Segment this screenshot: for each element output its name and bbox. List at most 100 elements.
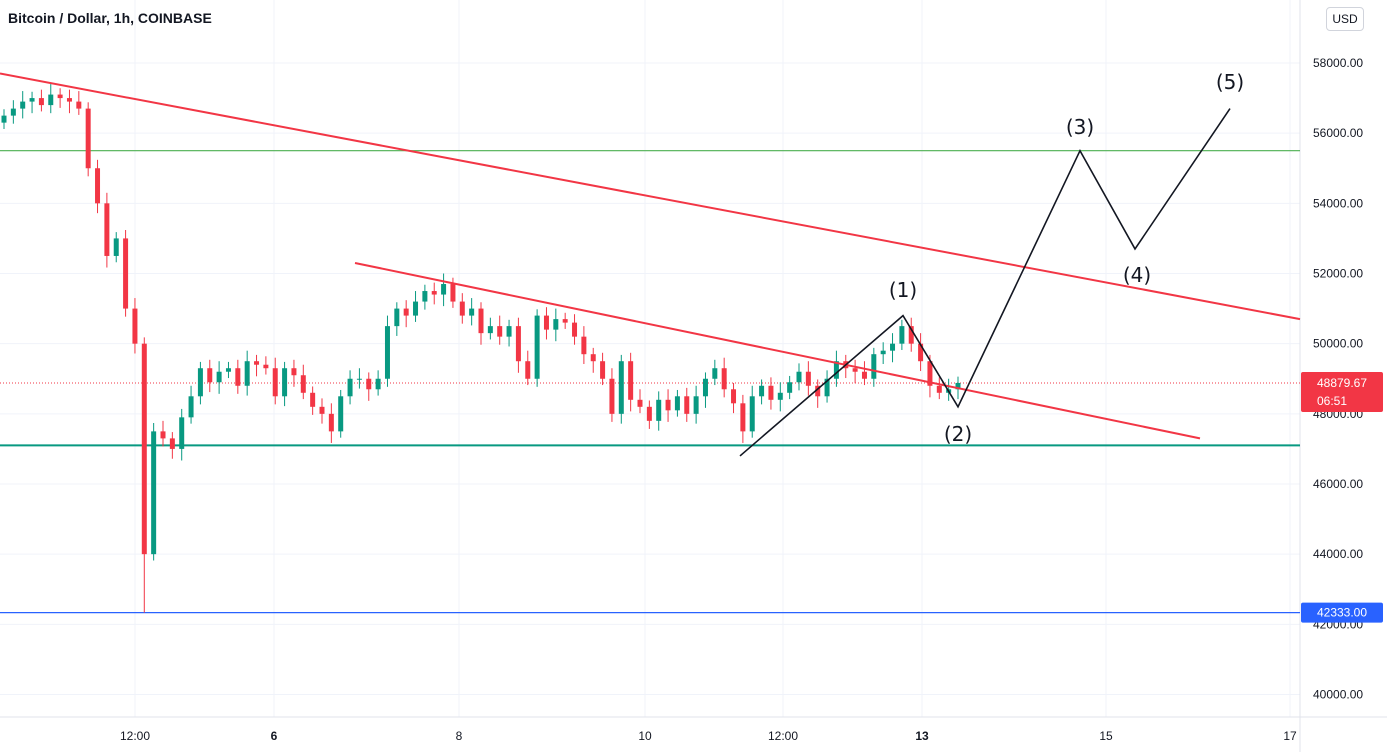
candle-52 (487, 317, 493, 340)
candle-31 (291, 359, 297, 387)
candle-81 (759, 379, 765, 405)
candle-body-20 (188, 396, 194, 418)
candle-12 (113, 232, 119, 263)
candle-body-4 (38, 98, 44, 106)
candle-79 (740, 394, 746, 443)
candle-body-84 (787, 382, 793, 393)
candle-10 (95, 159, 101, 214)
candle-body-16 (151, 431, 157, 555)
candle-body-28 (263, 364, 269, 369)
candle-73 (684, 387, 690, 422)
candle-98 (918, 333, 924, 372)
candle-body-64 (600, 361, 606, 379)
wave-label-3: (3) (1066, 115, 1094, 139)
candle-body-58 (543, 315, 549, 330)
candle-43 (403, 300, 409, 328)
candle-body-56 (525, 361, 531, 379)
candle-92 (861, 361, 867, 386)
low-price-badge-bg (1301, 602, 1383, 623)
currency-button[interactable]: USD (1326, 7, 1364, 31)
price-tick-1: 56000.00 (1313, 126, 1363, 140)
candle-body-78 (731, 389, 737, 404)
candle-body-2 (20, 101, 26, 109)
candle-53 (497, 315, 503, 345)
time-tick-2: 8 (456, 729, 463, 743)
candle-29 (272, 357, 278, 405)
candle-body-34 (319, 406, 325, 414)
candle-17 (160, 420, 166, 447)
candle-93 (871, 347, 877, 387)
candle-body-53 (497, 326, 503, 337)
candle-68 (637, 389, 643, 414)
candle-body-52 (487, 326, 493, 334)
candle-body-51 (478, 308, 484, 334)
candle-body-93 (871, 354, 877, 379)
candle-body-81 (759, 385, 765, 397)
candle-78 (731, 382, 737, 414)
candle-66 (618, 354, 624, 424)
candle-28 (263, 356, 269, 375)
time-tick-1: 6 (271, 729, 278, 743)
time-axis: 12:00 6 8 10 12:00 13 15 17 (120, 729, 1297, 743)
candle-3 (29, 91, 35, 114)
candle-body-100 (936, 385, 942, 393)
candle-body-96 (899, 326, 905, 344)
candle-0 (1, 109, 7, 129)
candle-42 (394, 302, 400, 336)
candle-59 (553, 308, 559, 342)
candle-body-80 (749, 396, 755, 432)
candle-body-99 (927, 361, 933, 386)
candle-38 (356, 368, 362, 389)
candles (1, 84, 961, 613)
candle-body-88 (824, 378, 830, 397)
candle-69 (646, 400, 652, 429)
candle-87 (815, 379, 821, 408)
candle-49 (459, 293, 465, 324)
candle-body-92 (861, 371, 867, 379)
candle-51 (478, 302, 484, 345)
candle-46 (431, 282, 437, 305)
candle-77 (721, 357, 727, 398)
candle-body-7 (66, 98, 72, 102)
candle-body-83 (777, 392, 783, 400)
candle-body-94 (880, 350, 886, 355)
time-tick-6: 15 (1099, 729, 1113, 743)
wave-path (739, 108, 1231, 457)
candle-30 (282, 361, 288, 407)
candle-55 (515, 317, 521, 373)
candle-body-12 (113, 238, 119, 256)
time-tick-3: 10 (638, 729, 652, 743)
wave-label-2: (2) (944, 422, 972, 446)
candle-2 (20, 91, 26, 119)
candle-9 (85, 102, 91, 177)
candle-body-50 (469, 308, 475, 316)
candle-34 (319, 398, 325, 424)
candle-24 (225, 361, 231, 379)
candle-47 (441, 273, 447, 307)
candle-62 (581, 326, 587, 365)
candle-37 (347, 370, 353, 405)
candle-body-85 (796, 371, 802, 383)
candle-body-32 (300, 375, 306, 393)
current-price-value: 48879.67 (1317, 376, 1367, 390)
candle-body-82 (768, 385, 774, 400)
candle-body-68 (637, 399, 643, 407)
candle-body-31 (291, 368, 297, 376)
trendline-upper-channel (0, 72, 1301, 321)
candle-54 (506, 319, 512, 347)
candle-45 (422, 284, 428, 310)
low-price-badge: 42333.00 (1301, 602, 1383, 623)
candle-body-33 (310, 392, 316, 407)
candle-97 (908, 317, 914, 352)
candle-body-70 (656, 399, 662, 421)
candle-80 (749, 385, 755, 438)
candle-11 (104, 192, 110, 268)
candle-64 (600, 352, 606, 386)
candle-body-25 (235, 368, 241, 386)
trendlines (0, 72, 1301, 440)
candle-85 (796, 363, 802, 391)
candle-body-29 (272, 368, 278, 397)
candle-7 (66, 89, 72, 114)
candle-21 (197, 361, 203, 405)
